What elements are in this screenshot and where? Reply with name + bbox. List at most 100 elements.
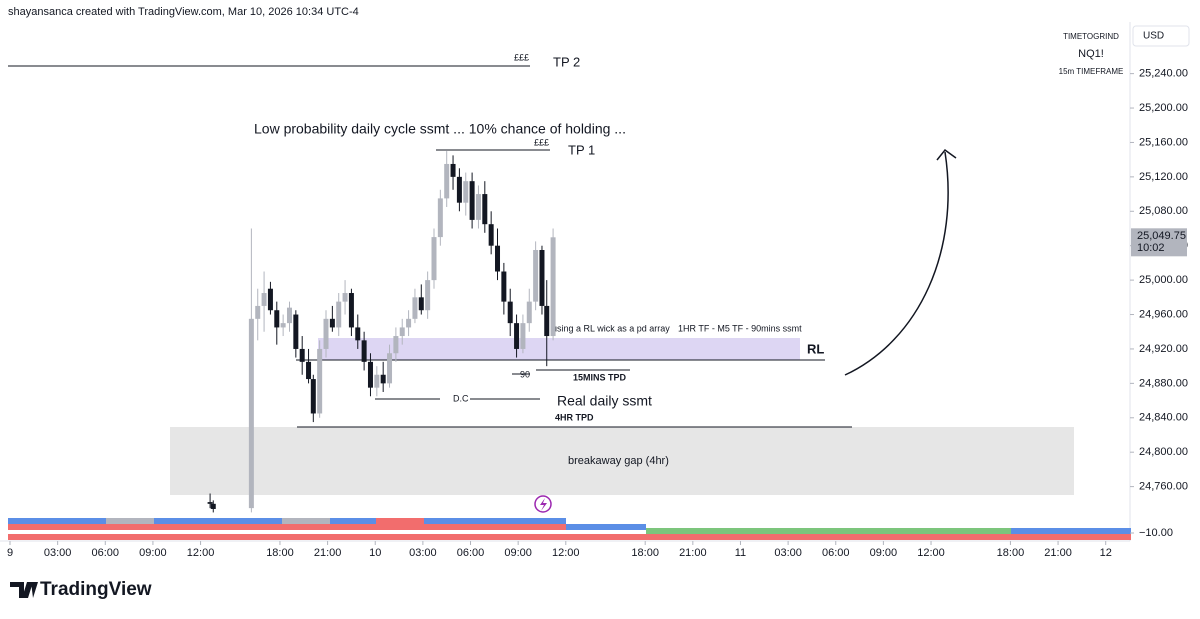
candle-body — [533, 250, 539, 302]
candle-body — [412, 297, 418, 319]
x-tick-label: 03:00 — [774, 547, 802, 559]
candle-body — [431, 237, 437, 281]
y-tick-label: 25,200.00 — [1139, 102, 1188, 114]
candle-body — [495, 245, 501, 272]
candle-body — [544, 305, 550, 337]
x-tick-label: 06:00 — [457, 547, 485, 559]
strip — [566, 524, 646, 530]
brand: TradingView — [40, 579, 152, 600]
timeframe: 15m TIMEFRAME — [1059, 67, 1124, 76]
candle-body — [456, 176, 462, 203]
annotation: 90 — [520, 369, 530, 379]
y-tick-label: 24,920.00 — [1139, 343, 1188, 355]
strip — [646, 528, 1011, 534]
x-tick-label: 21:00 — [314, 547, 342, 559]
candle-body — [488, 224, 494, 246]
candle-body — [393, 336, 399, 354]
candle-body — [323, 318, 329, 349]
last-price-label: 25,049.75 — [1137, 230, 1186, 242]
candle-body — [469, 181, 475, 220]
candle-body — [399, 327, 405, 337]
candle-body — [293, 314, 299, 349]
candle-body — [374, 374, 380, 388]
candle-body — [210, 503, 216, 509]
annotation: TP 1 — [568, 142, 595, 157]
symbol: NQ1! — [1078, 48, 1104, 60]
strip — [1011, 528, 1131, 534]
y-tick-label: 25,080.00 — [1139, 205, 1188, 217]
candle-body — [425, 280, 431, 311]
candle-body — [501, 271, 507, 302]
rl-zone — [318, 338, 800, 360]
countdown: 10:02 — [1137, 242, 1165, 254]
candle-body — [406, 318, 412, 328]
last-price-box — [1131, 228, 1187, 257]
annotation: using a RL wick as a pd array — [552, 323, 670, 333]
candle-body — [261, 293, 267, 306]
x-tick-label: 12:00 — [187, 547, 215, 559]
candle-body — [355, 327, 361, 341]
candle-body — [274, 310, 280, 328]
indicator — [8, 518, 1131, 540]
x-tick-label: 12 — [1100, 547, 1112, 559]
annotation: breakaway gap (4hr) — [568, 455, 669, 467]
x-tick-label: 12:00 — [552, 547, 580, 559]
x-tick-label: 06:00 — [92, 547, 120, 559]
candle-body — [550, 237, 556, 337]
y-tick-label: 25,160.00 — [1139, 136, 1188, 148]
y-tick-label: 25,000.00 — [1139, 274, 1188, 286]
x-tick-label: 03:00 — [44, 547, 72, 559]
candle-body — [336, 301, 342, 328]
x-tick-label: 11 — [735, 547, 746, 559]
candle-body — [387, 353, 393, 384]
candle-body — [342, 293, 348, 302]
candle-body — [207, 502, 213, 504]
x-tick-label: 21:00 — [1044, 547, 1072, 559]
author: TIMETOGRIND — [1063, 32, 1119, 41]
candle-body — [310, 379, 316, 414]
candle-body — [444, 163, 450, 199]
annotation: D.C — [453, 393, 469, 403]
annotation: 1HR TF - M5 TF - 90mins ssmt — [678, 323, 802, 333]
x-tick-label: 09:00 — [139, 547, 167, 559]
annotation: RL — [807, 341, 824, 356]
attribution: shayansanca created with TradingView.com… — [8, 6, 359, 18]
x-tick-label: 18:00 — [997, 547, 1025, 559]
arrow-head — [936, 148, 957, 161]
candle-body — [306, 361, 312, 380]
x-tick-label: 18:00 — [266, 547, 294, 559]
candle-body — [317, 348, 323, 414]
annotation: £££ — [514, 52, 529, 62]
candle-body — [520, 323, 526, 349]
x-tick-label: 09:00 — [870, 547, 898, 559]
candle-body — [255, 305, 261, 319]
indicator-tick-label: −10.00 — [1139, 527, 1173, 539]
x-tick-label: 10 — [369, 547, 381, 559]
x-tick-label: 03:00 — [409, 547, 437, 559]
candle-body — [348, 293, 354, 328]
x-tick-label: 9 — [7, 547, 13, 559]
x-tick-label: 12:00 — [917, 547, 945, 559]
annotation: £££ — [534, 137, 549, 147]
strip — [106, 518, 154, 524]
event-icon-bolt — [540, 498, 547, 511]
strip — [8, 534, 1131, 540]
candle-body — [514, 323, 520, 349]
x-tick-label: 06:00 — [822, 547, 850, 559]
candle-body — [299, 348, 305, 362]
y-tick-label: 24,880.00 — [1139, 377, 1188, 389]
candle-body — [418, 297, 424, 311]
candle-body — [361, 340, 367, 362]
candle-body — [267, 288, 273, 311]
strip — [376, 518, 424, 524]
x-tick-label: 21:00 — [679, 547, 707, 559]
y-tick-label: 24,840.00 — [1139, 412, 1188, 424]
candle-body — [482, 194, 488, 225]
candle-body — [280, 323, 286, 328]
annotation: TP 2 — [553, 54, 580, 69]
currency: USD — [1143, 31, 1164, 42]
strip — [8, 524, 646, 530]
currency-button[interactable] — [1132, 25, 1190, 47]
